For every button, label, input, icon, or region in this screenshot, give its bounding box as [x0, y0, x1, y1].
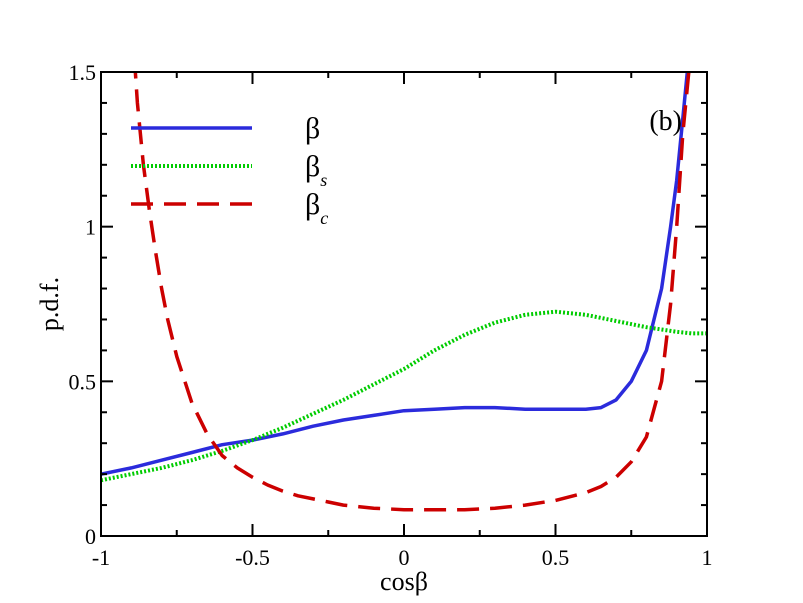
ticks-layer [100, 71, 708, 537]
y-tick-label: 1 [85, 215, 96, 240]
x-tick-label: -1 [92, 545, 110, 570]
x-tick-label: -0.5 [235, 545, 270, 570]
tick-labels-layer: -1 -0.5 0 0.5 1 0 0.5 1 1.5 [69, 60, 713, 570]
legend-label: βs [305, 150, 327, 190]
y-axis-label: p.d.f. [35, 277, 64, 331]
y-tick-label: 0 [85, 524, 96, 549]
plot-frame [100, 71, 708, 537]
series-line--solid [101, 72, 690, 476]
panel-label: (b) [649, 106, 682, 137]
x-tick-label: 0 [399, 545, 410, 570]
x-tick-label: 1 [702, 545, 713, 570]
y-tick-label: 0.5 [69, 369, 97, 394]
legend-subscript: c [320, 208, 328, 228]
series-line-c-dashed [133, 72, 691, 512]
legend-label: β [305, 112, 320, 145]
legend-label: βc [305, 188, 328, 228]
x-tick-label: 0.5 [542, 545, 570, 570]
x-axis-label: cosβ [380, 567, 428, 596]
series-line-s-dotted [101, 309, 707, 483]
series-layer [101, 72, 707, 512]
y-tick-label: 1.5 [69, 60, 97, 85]
legend-subscript: s [320, 170, 327, 190]
